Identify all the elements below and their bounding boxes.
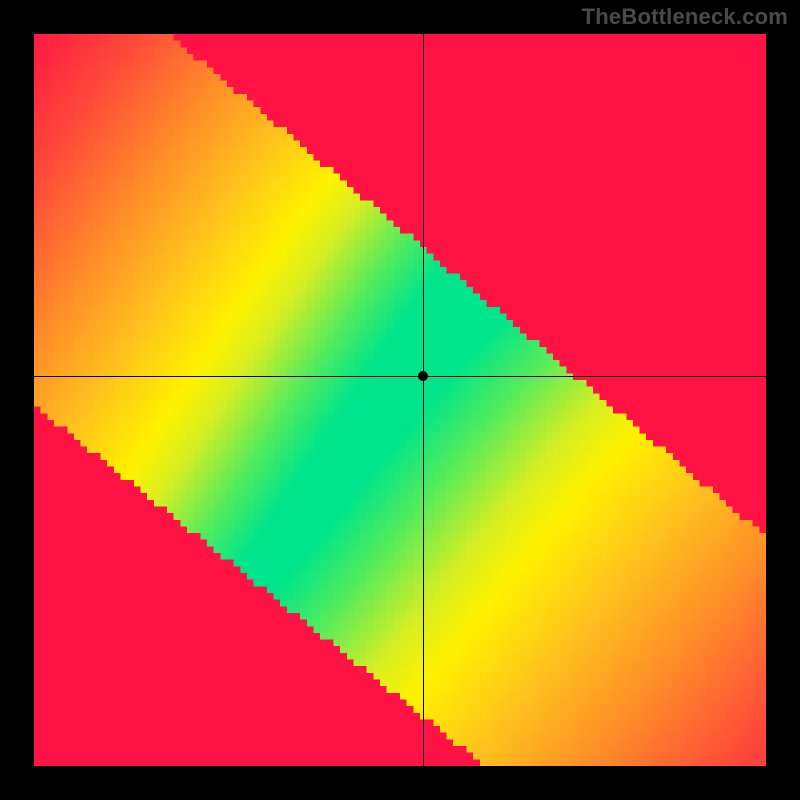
- selection-marker[interactable]: [418, 371, 428, 381]
- heatmap-canvas: [34, 34, 766, 766]
- watermark-text: TheBottleneck.com: [582, 4, 788, 30]
- crosshair-vertical: [423, 34, 424, 766]
- crosshair-horizontal: [34, 376, 766, 377]
- heatmap-plot: [34, 34, 766, 766]
